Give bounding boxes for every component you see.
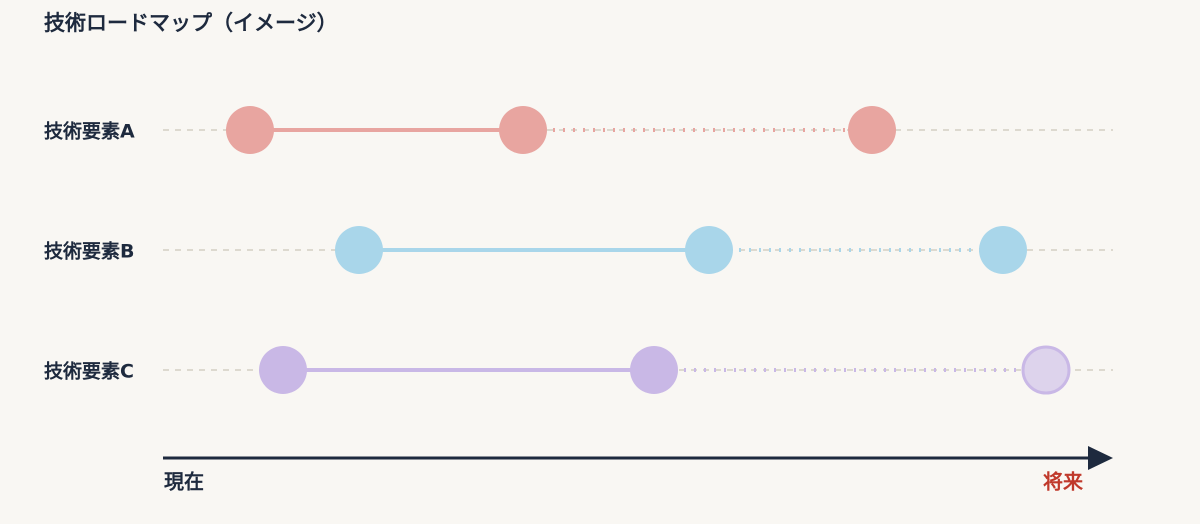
title: 技術ロードマップ（イメージ） bbox=[44, 11, 338, 35]
axis-start-label: 現在 bbox=[164, 470, 204, 494]
milestone bbox=[259, 346, 307, 394]
row-label: 技術要素C bbox=[44, 360, 134, 383]
milestone bbox=[685, 226, 733, 274]
milestone bbox=[979, 226, 1027, 274]
axis-end-label: 将来 bbox=[1043, 470, 1084, 494]
milestone bbox=[1021, 345, 1071, 395]
milestone bbox=[226, 106, 274, 154]
row-label: 技術要素A bbox=[44, 120, 135, 143]
milestone bbox=[499, 106, 547, 154]
row-label: 技術要素B bbox=[44, 240, 134, 263]
axis-arrow bbox=[1088, 446, 1113, 470]
milestone bbox=[335, 226, 383, 274]
milestone bbox=[848, 106, 896, 154]
milestone bbox=[630, 346, 678, 394]
rows: 技術要素A 技術要素B 技術要素C bbox=[44, 106, 1113, 395]
